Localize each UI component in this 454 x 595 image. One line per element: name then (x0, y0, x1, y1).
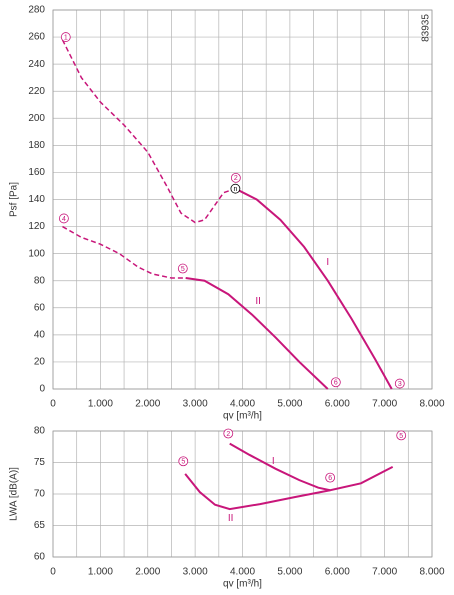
x-tick-label: 1.000 (88, 567, 113, 578)
curve (61, 39, 236, 224)
annotation-circle (230, 183, 241, 194)
annotation-circle (223, 428, 234, 439)
annotation: I (272, 456, 275, 467)
annotation: 5 (181, 459, 185, 466)
annotation-circle (325, 472, 336, 483)
x-tick-label: 0 (50, 567, 56, 578)
curve (184, 473, 331, 511)
x-tick-label: 4.000 (230, 399, 255, 410)
x-tick-label: 5.000 (277, 567, 302, 578)
x-tick-label: 5.000 (277, 399, 302, 410)
x-tick-label: 7.000 (372, 567, 397, 578)
annotation-circle (178, 456, 189, 467)
annotation-circle (230, 172, 241, 183)
plot-frame (52, 9, 433, 390)
y-tick-label: 80 (34, 426, 46, 437)
y-axis-label: LWA [dB(A)] (9, 467, 20, 521)
annotation: II (255, 296, 261, 307)
x-tick-label: 0 (50, 399, 56, 410)
annotation: 6 (334, 380, 338, 387)
y-tick-label: 60 (34, 302, 46, 313)
y-tick-label: 220 (28, 86, 45, 97)
annotation-circle (58, 213, 69, 224)
x-axis-label: qv [m³/h] (223, 411, 262, 422)
plot-frame (52, 430, 433, 558)
curve (229, 442, 394, 492)
curve (234, 187, 393, 390)
annotation-circle (396, 430, 407, 441)
annotation: 5 (181, 266, 185, 273)
y-tick-label: 60 (34, 552, 46, 563)
figure-code: 83935 (421, 14, 432, 42)
y-tick-label: 160 (28, 167, 45, 178)
annotation: 3 (398, 381, 402, 388)
x-tick-label: 6.000 (325, 399, 350, 410)
annotation: 1 (64, 34, 68, 41)
y-tick-label: 80 (34, 275, 46, 286)
annotation-circle (394, 378, 405, 389)
x-tick-label: 2.000 (135, 567, 160, 578)
y-axis-label: Psf [Pa] (9, 182, 20, 217)
y-tick-label: 75 (34, 457, 46, 468)
y-tick-label: 260 (28, 32, 45, 43)
annotation-circle (177, 263, 188, 274)
annotation-circle (60, 32, 71, 42)
annotation-circle (330, 377, 341, 388)
x-tick-label: 8.000 (419, 567, 444, 578)
y-tick-label: 240 (28, 59, 45, 70)
x-tick-label: 3.000 (183, 567, 208, 578)
y-tick-label: 20 (34, 357, 46, 368)
x-tick-label: 6.000 (325, 567, 350, 578)
x-tick-label: 3.000 (183, 399, 208, 410)
x-tick-label: 8.000 (419, 399, 444, 410)
y-tick-label: 140 (28, 194, 45, 205)
annotation: 6 (328, 475, 332, 482)
annotation: n (233, 186, 237, 193)
y-tick-label: 180 (28, 140, 45, 151)
y-tick-label: 200 (28, 113, 45, 124)
x-tick-label: 2.000 (135, 399, 160, 410)
annotation: II (228, 513, 234, 524)
x-axis-label: qv [m³/h] (223, 579, 262, 590)
x-tick-label: 7.000 (372, 399, 397, 410)
annotation: 2 (226, 431, 230, 438)
y-tick-label: 280 (28, 5, 45, 16)
curve (62, 225, 186, 279)
curve (185, 277, 329, 390)
y-tick-label: 40 (34, 329, 46, 340)
annotation: 5 (399, 433, 403, 440)
x-tick-label: 1.000 (88, 399, 113, 410)
y-tick-label: 0 (39, 384, 45, 395)
y-tick-label: 100 (28, 248, 45, 259)
annotation: I (326, 257, 329, 268)
annotation: 4 (62, 216, 66, 223)
annotation: 2 (234, 175, 238, 182)
y-tick-label: 70 (34, 489, 46, 500)
y-tick-label: 120 (28, 221, 45, 232)
x-tick-label: 4.000 (230, 567, 255, 578)
y-tick-label: 65 (34, 520, 46, 531)
